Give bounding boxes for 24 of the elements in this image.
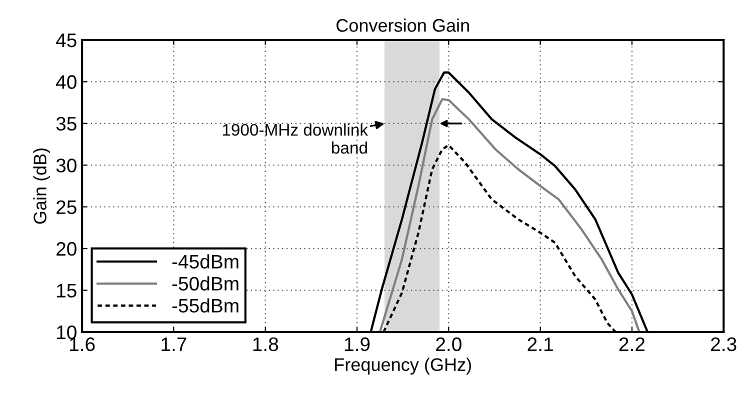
band-label: 1900-MHz downlink band <box>222 124 368 154</box>
x-tick-label: 1.9 <box>344 337 370 352</box>
x-tick-label: 1.7 <box>162 338 186 351</box>
x-tick-label: 1.6 <box>70 337 95 352</box>
x-tick-label: 2.2 <box>619 337 645 351</box>
line-series <box>378 98 640 332</box>
legend-label: -55dBm <box>172 298 238 313</box>
y-tick-label: 20 <box>56 242 76 256</box>
y-tick-label: 30 <box>56 158 76 172</box>
y-tick-label: 25 <box>56 200 76 214</box>
y-tick-label: 15 <box>57 284 76 298</box>
x-tick-label: 1.8 <box>253 337 278 352</box>
chart-title: Conversion Gain <box>336 18 469 32</box>
y-tick-label: 10 <box>57 325 76 340</box>
y-tick-label: 35 <box>56 116 76 131</box>
x-axis-title: Frequency (GHz) <box>335 358 471 375</box>
y-tick-label: 45 <box>56 34 76 48</box>
y-axis-title: Gain (dB) <box>33 148 50 224</box>
y-tick-label: 40 <box>56 75 76 89</box>
legend-label: -45dBm <box>172 254 238 269</box>
legend-label: -50dBm <box>172 276 238 291</box>
x-tick-label: 2.1 <box>528 337 553 351</box>
x-tick-label: 2.3 <box>711 337 736 352</box>
x-tick-label: 2.0 <box>436 337 462 352</box>
